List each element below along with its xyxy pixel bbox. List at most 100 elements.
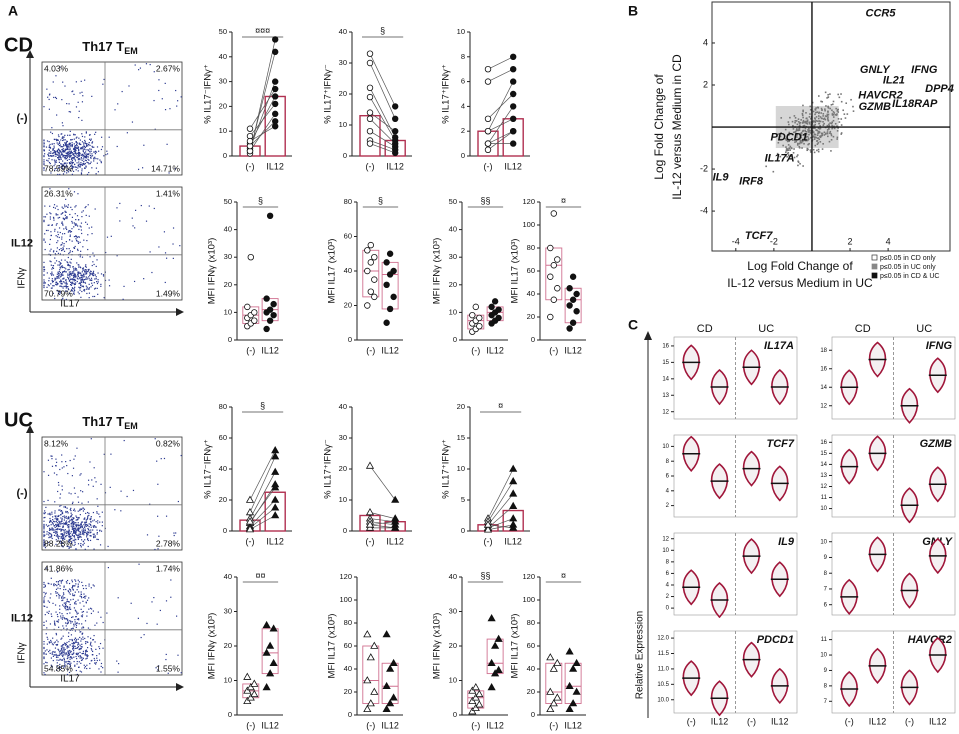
- gene-point: [808, 128, 810, 130]
- event: [51, 511, 53, 513]
- y-axis-label: MFI IFNγ (x10³): [207, 613, 218, 680]
- event: [91, 264, 93, 267]
- event: [140, 204, 142, 207]
- event: [74, 267, 76, 269]
- point: [272, 100, 279, 108]
- point: [382, 630, 391, 638]
- event: [84, 282, 87, 284]
- event: [43, 145, 45, 148]
- event: [63, 602, 65, 604]
- event: [72, 266, 74, 268]
- event: [54, 151, 57, 153]
- event: [56, 154, 58, 156]
- event: [95, 151, 98, 153]
- gene-point: [819, 127, 822, 130]
- event: [64, 282, 66, 284]
- event: [80, 173, 83, 175]
- gene-point: [790, 154, 793, 156]
- event: [60, 582, 62, 584]
- event: [74, 510, 76, 512]
- event: [61, 519, 63, 521]
- event: [174, 168, 176, 170]
- gene-point: [795, 140, 798, 143]
- event: [86, 155, 88, 158]
- event: [80, 164, 82, 166]
- event: [88, 585, 90, 587]
- event: [67, 518, 69, 520]
- point: [509, 464, 518, 472]
- y-tick-label: 8: [666, 559, 670, 565]
- event: [64, 155, 66, 157]
- event: [75, 616, 77, 618]
- event: [65, 521, 67, 523]
- gene-point: [819, 136, 822, 139]
- event: [50, 583, 52, 585]
- event: [81, 256, 84, 258]
- event: [54, 278, 56, 280]
- condition-label: IL12: [869, 716, 887, 726]
- event: [70, 493, 72, 495]
- event: [80, 631, 82, 633]
- event: [92, 610, 94, 612]
- event: [70, 262, 72, 264]
- event: [56, 247, 58, 249]
- event: [51, 224, 53, 226]
- event: [153, 71, 155, 73]
- event: [78, 643, 80, 645]
- event: [79, 225, 81, 227]
- event: [76, 224, 78, 226]
- event: [63, 593, 65, 595]
- event: [73, 585, 75, 587]
- event: [73, 536, 76, 538]
- event: [50, 154, 52, 157]
- event: [69, 612, 71, 614]
- event: [61, 618, 64, 620]
- event: [158, 665, 160, 667]
- gene-point: [830, 150, 832, 152]
- event: [52, 520, 55, 522]
- event: [92, 261, 94, 263]
- event: [55, 634, 58, 636]
- event: [50, 131, 52, 133]
- event: [58, 626, 60, 628]
- event: [68, 144, 70, 146]
- gene-point: [842, 109, 845, 112]
- pair-line: [369, 53, 396, 107]
- event: [74, 630, 77, 632]
- event: [86, 277, 88, 279]
- event: [65, 581, 68, 583]
- gene-point: [802, 138, 804, 141]
- point: [566, 325, 573, 332]
- event: [59, 588, 61, 590]
- event: [57, 518, 59, 520]
- gene-point: [797, 161, 800, 163]
- gene-point: [821, 148, 824, 150]
- event: [79, 531, 82, 533]
- event: [80, 662, 82, 664]
- event: [55, 458, 57, 460]
- event: [56, 140, 58, 142]
- y-tick-label: 60: [219, 433, 227, 442]
- gene-point: [806, 119, 809, 121]
- event: [69, 279, 71, 281]
- condition-label: IL12: [11, 237, 33, 249]
- event: [85, 512, 87, 515]
- event: [45, 653, 47, 655]
- event: [94, 536, 96, 538]
- event: [43, 656, 45, 658]
- event: [43, 281, 45, 283]
- y-tick-label: 10: [224, 307, 232, 316]
- event: [64, 607, 66, 609]
- event: [91, 282, 93, 284]
- gene-point: [827, 113, 830, 116]
- gene-point: [806, 149, 808, 152]
- event: [85, 269, 88, 271]
- event: [88, 159, 90, 161]
- event: [101, 146, 104, 148]
- event: [120, 490, 122, 492]
- event: [75, 153, 78, 155]
- event: [143, 634, 145, 636]
- x-tick-label: (-): [366, 345, 375, 355]
- event: [78, 110, 80, 112]
- gene-point: [780, 132, 782, 134]
